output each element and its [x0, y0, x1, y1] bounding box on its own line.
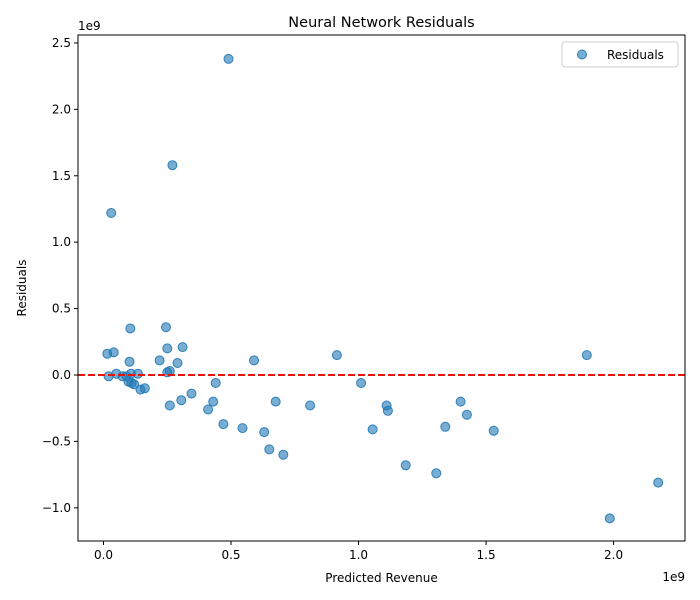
data-point [108, 347, 119, 358]
data-point [431, 468, 442, 479]
data-point [164, 400, 175, 411]
data-point [132, 368, 143, 379]
data-point [154, 355, 165, 366]
data-point [604, 513, 615, 524]
y-tick-label: 1.5 [52, 169, 71, 183]
data-point [400, 460, 411, 471]
data-point [106, 208, 117, 218]
points-layer [102, 53, 664, 524]
data-point [488, 425, 499, 436]
data-point [356, 378, 367, 388]
legend-marker [577, 49, 587, 60]
x-axis-ticks: 0.0 0.5 1.0 1.5 2.0 [94, 541, 623, 562]
y-tick-label: 1.0 [52, 235, 71, 249]
legend-label: Residuals [607, 48, 664, 62]
data-point [210, 378, 221, 388]
y-tick-label: 0.0 [52, 368, 71, 382]
y-tick-label: 0.5 [52, 302, 71, 316]
data-point [440, 421, 451, 432]
data-point [581, 350, 592, 361]
x-offset-text: 1e9 [662, 570, 685, 584]
data-point [162, 343, 173, 354]
data-point [186, 388, 197, 399]
data-point [124, 356, 135, 367]
data-point [367, 424, 378, 435]
data-point [382, 405, 393, 416]
data-point [305, 400, 316, 411]
x-axis-label: Predicted Revenue [325, 571, 437, 585]
y-axis-label: Residuals [15, 260, 29, 317]
data-point [259, 427, 270, 438]
data-point [176, 395, 187, 406]
data-point [172, 358, 183, 368]
data-point [139, 383, 150, 394]
chart-title: Neural Network Residuals [288, 15, 474, 31]
data-point [331, 350, 342, 361]
x-tick-label: 2.0 [604, 548, 623, 562]
data-point [653, 477, 664, 488]
data-point [270, 396, 281, 407]
x-tick-label: 0.5 [221, 548, 240, 562]
data-point [455, 396, 466, 407]
data-point [218, 419, 229, 430]
y-tick-label: −1.0 [42, 501, 71, 515]
data-point [177, 342, 188, 353]
data-point [161, 322, 171, 333]
legend-box [561, 41, 679, 68]
y-tick-label: −0.5 [42, 434, 71, 448]
data-point [129, 379, 140, 390]
data-point [278, 449, 289, 460]
x-tick-label: 1.5 [477, 548, 496, 562]
data-point [223, 53, 234, 64]
legend: Residuals [561, 41, 679, 68]
data-point [237, 423, 248, 434]
data-point [125, 323, 136, 334]
data-point [167, 160, 178, 171]
data-point [203, 404, 214, 415]
y-axis-ticks: −1.0 −0.5 0.0 0.5 1.0 1.5 2.0 2.5 [42, 36, 78, 515]
y-tick-label: 2.0 [52, 102, 71, 116]
x-tick-label: 0.0 [94, 548, 113, 562]
data-point [249, 355, 259, 366]
y-offset-text: 1e9 [78, 19, 101, 33]
y-tick-label: 2.5 [52, 36, 71, 50]
data-point [208, 396, 219, 407]
x-tick-label: 1.0 [349, 548, 368, 562]
data-point [264, 444, 275, 455]
data-point [461, 409, 472, 420]
plot-frame [77, 34, 686, 542]
